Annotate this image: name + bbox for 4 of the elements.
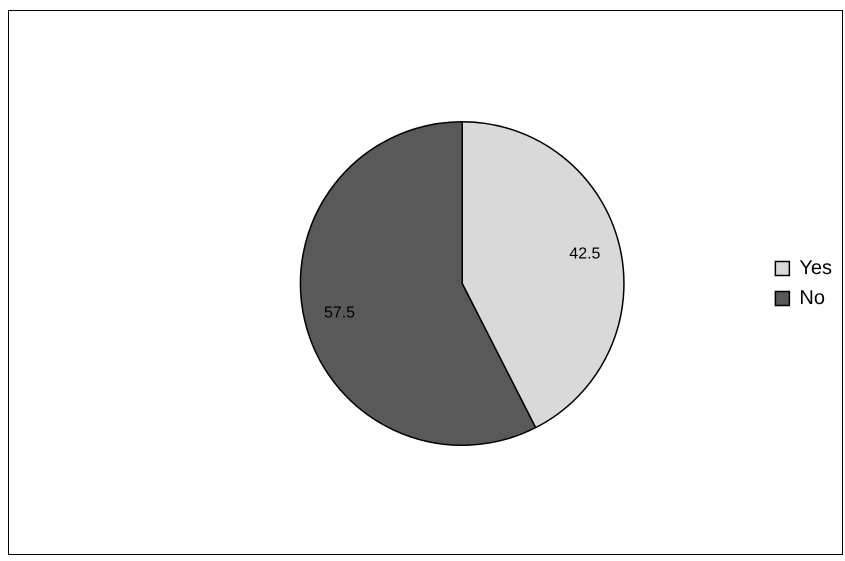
legend-label: Yes [799, 257, 832, 280]
legend-label: No [799, 287, 825, 310]
data-label: 57.5 [324, 304, 356, 322]
data-label: 42.5 [569, 245, 601, 262]
